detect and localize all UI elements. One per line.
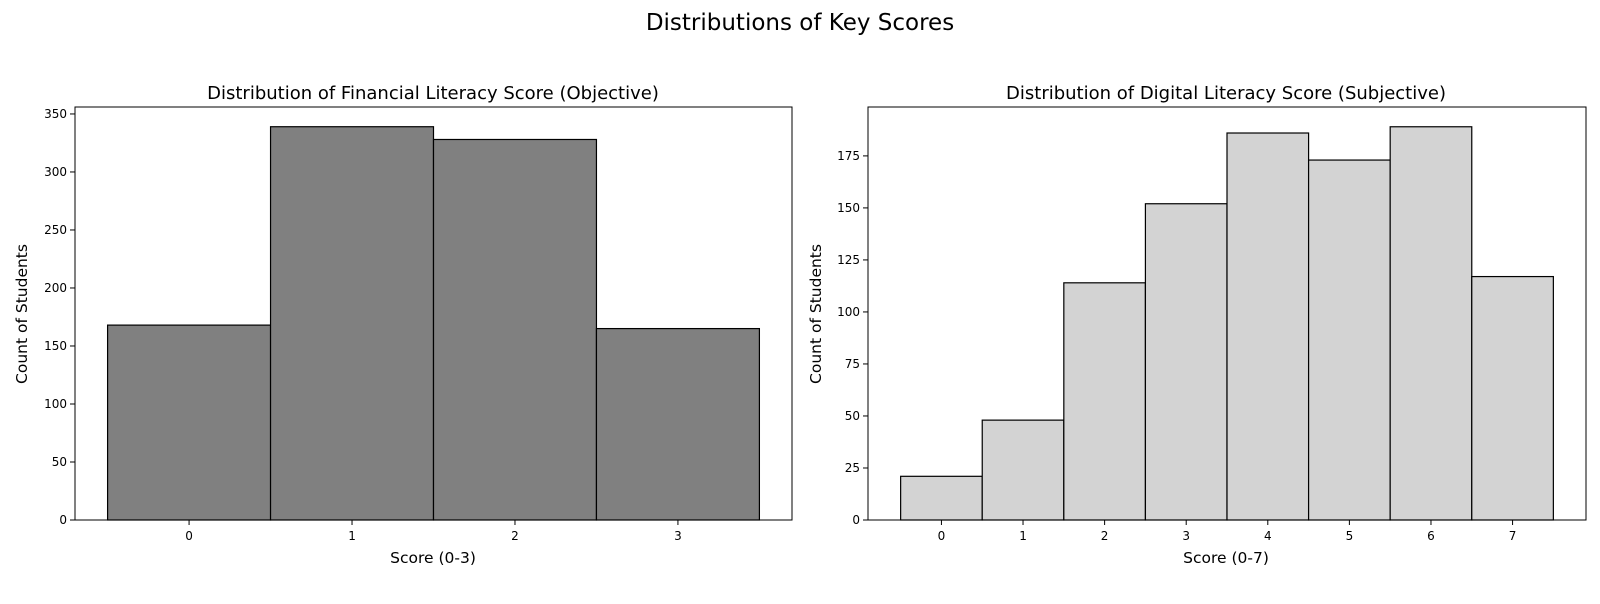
y-tick-label: 125: [837, 253, 860, 267]
chart-financial-literacy: Distribution of Financial Literacy Score…: [13, 83, 793, 567]
bar-2: [432, 138, 598, 521]
chart-title: Distribution of Digital Literacy Score (…: [1006, 83, 1446, 104]
x-axis-label: Score (0-7): [1183, 549, 1269, 567]
y-tick-label: 350: [44, 107, 67, 121]
x-tick-label: 0: [185, 529, 193, 543]
y-tick-label: 150: [44, 339, 67, 353]
bar-4: [1226, 132, 1310, 521]
x-axis-label: Score (0-3): [390, 549, 476, 567]
bar-7: [1471, 275, 1554, 521]
x-tick-label: 3: [674, 529, 682, 543]
y-tick-label: 25: [845, 461, 860, 475]
y-tick-label: 0: [59, 513, 67, 527]
plot-area-frame: [867, 106, 1587, 521]
x-tick-label: 2: [511, 529, 519, 543]
x-tick-label: 3: [1182, 529, 1190, 543]
y-tick-label: 250: [44, 223, 67, 237]
x-tick-label: 4: [1264, 529, 1272, 543]
bar-6: [1389, 126, 1473, 521]
x-tick-label: 1: [1019, 529, 1027, 543]
y-tick-label: 175: [837, 149, 860, 163]
bar-2: [1063, 282, 1147, 521]
bar-1: [981, 419, 1065, 521]
y-tick-label: 200: [44, 281, 67, 295]
chart-title: Distribution of Financial Literacy Score…: [207, 83, 659, 104]
y-axis-label: Count of Students: [807, 244, 825, 384]
x-tick-label: 1: [348, 529, 356, 543]
chart-digital-literacy: Distribution of Digital Literacy Score (…: [807, 83, 1587, 567]
bar-3: [595, 327, 761, 521]
y-axis-label: Count of Students: [13, 244, 31, 384]
y-tick-label: 50: [845, 409, 860, 423]
y-tick-label: 75: [845, 357, 860, 371]
figure-title: Distributions of Key Scores: [646, 10, 954, 36]
y-tick-label: 100: [44, 397, 67, 411]
plot-area-frame: [74, 106, 793, 521]
bar-3: [1144, 203, 1228, 521]
x-tick-label: 5: [1346, 529, 1354, 543]
x-tick-label: 2: [1101, 529, 1109, 543]
bar-0: [106, 324, 272, 521]
y-tick-label: 50: [52, 455, 67, 469]
bar-1: [269, 126, 435, 521]
x-tick-label: 0: [938, 529, 946, 543]
y-tick-label: 150: [837, 201, 860, 215]
x-tick-label: 7: [1509, 529, 1517, 543]
bar-0: [900, 475, 983, 521]
y-tick-label: 0: [852, 513, 860, 527]
bar-5: [1307, 159, 1391, 521]
y-tick-label: 300: [44, 165, 67, 179]
x-tick-label: 6: [1427, 529, 1435, 543]
y-tick-label: 100: [837, 305, 860, 319]
